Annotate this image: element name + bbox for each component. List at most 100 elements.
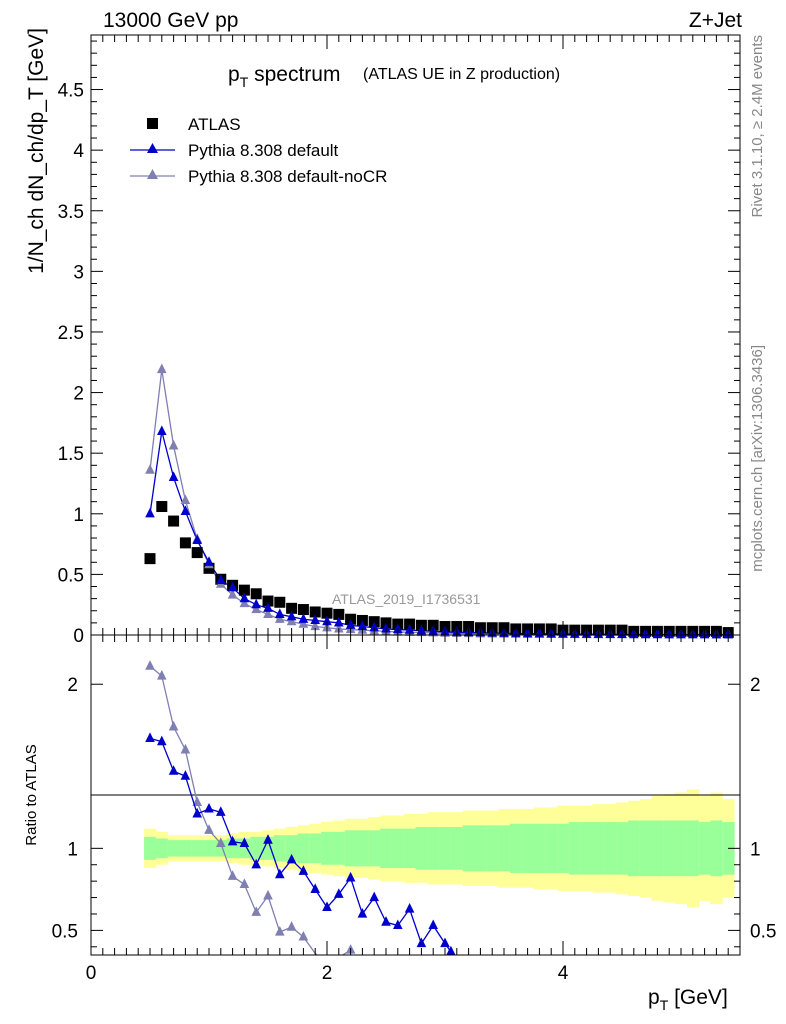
main-point-atlas <box>321 607 333 619</box>
main-point-default <box>227 581 238 592</box>
band-inner-bin <box>604 822 617 875</box>
ratio-point-default <box>446 945 456 955</box>
ratio-tick-labels: 0.5 0.5 1 1 2 2 0 2 4 <box>52 675 777 984</box>
ratio-point-default <box>192 807 202 818</box>
band-inner-bin <box>297 833 310 864</box>
band-inner-bin <box>344 830 357 867</box>
legend-marker-atlas <box>147 118 158 129</box>
ratio-point-nocr <box>145 660 155 670</box>
band-inner-bin <box>521 823 534 873</box>
band-inner-bin <box>179 840 192 857</box>
band-inner-bin <box>498 825 511 872</box>
main-point-default <box>310 614 320 625</box>
band-inner-bin <box>545 823 558 873</box>
main-point-default <box>381 622 391 633</box>
main-point-atlas <box>380 617 392 629</box>
analysis-tag: ATLAS_2019_I1736531 <box>332 591 481 607</box>
main-point-atlas <box>250 588 262 600</box>
main-point-atlas <box>368 616 380 628</box>
ratio-series-nocr <box>145 660 356 955</box>
xtick-label: 2 <box>322 963 333 984</box>
band-inner-bin <box>439 827 452 870</box>
band-inner-bin <box>427 827 440 870</box>
main-tick-labels: 0 0.5 1 1.5 2 2.5 3 3.5 4 4.5 <box>58 81 85 647</box>
main-panel: 0 0.5 1 1.5 2 2.5 3 3.5 4 4.5 pT spectrum (ATLAS … <box>25 28 741 647</box>
main-point-default <box>369 621 379 632</box>
ratio-point-default <box>286 853 297 864</box>
band-inner-bin <box>592 822 605 875</box>
main-point-default <box>322 615 332 626</box>
ratio-ytick-label-right: 1 <box>750 839 761 860</box>
ratio-point-default <box>345 871 356 882</box>
band-inner-bin <box>380 828 393 869</box>
main-point-nocr <box>168 439 179 450</box>
band-inner-bin <box>557 823 570 873</box>
main-point-default <box>157 425 167 435</box>
band-inner-bin <box>686 820 700 877</box>
legend-label-nocr: Pythia 8.308 default-noCR <box>188 167 387 186</box>
main-point-nocr <box>334 622 344 633</box>
ratio-point-nocr <box>239 878 250 889</box>
main-point-default <box>168 471 179 482</box>
band-inner-bin <box>509 823 523 873</box>
main-point-default <box>216 574 226 585</box>
band-inner-bin <box>450 827 464 870</box>
main-ytick-label: 4.5 <box>58 81 84 102</box>
main-point-atlas <box>203 562 215 574</box>
ratio-point-default <box>334 888 344 898</box>
band-inner-bin <box>356 830 369 867</box>
process-label: Z+Jet <box>689 9 742 32</box>
main-point-atlas <box>427 619 439 631</box>
ratio-point-default <box>251 858 261 869</box>
band-inner-bin <box>663 820 676 877</box>
ratio-point-default <box>157 735 167 746</box>
main-point-nocr <box>275 613 285 623</box>
main-point-atlas <box>168 515 180 527</box>
main-point-default <box>298 613 309 623</box>
ratio-point-default <box>404 903 415 913</box>
main-ytick-label: 2.5 <box>58 323 84 344</box>
ratio-series-default <box>145 732 456 955</box>
ratio-point-default <box>440 937 450 948</box>
main-ytick-label: 4 <box>73 141 84 162</box>
main-point-atlas <box>309 606 321 618</box>
main-ytick-label: 0.5 <box>58 565 84 586</box>
main-point-atlas <box>238 584 250 596</box>
ratio-point-default <box>145 732 155 742</box>
band-inner-bin <box>710 820 723 877</box>
main-point-default <box>263 602 273 612</box>
xtick-label: 0 <box>86 963 97 984</box>
main-point-default <box>239 592 250 603</box>
band-inner-bin <box>675 820 688 877</box>
title-rest: spectrum <box>248 63 340 86</box>
band-inner-bin <box>144 836 157 860</box>
xlabel-sub: T <box>660 997 669 1013</box>
main-ytick-label: 0 <box>73 626 84 647</box>
ratio-ytick-label: 2 <box>67 675 78 696</box>
band-inner-bin <box>533 823 546 873</box>
main-point-atlas <box>404 618 416 630</box>
main-point-atlas <box>333 608 345 620</box>
ratio-point-default <box>416 937 427 948</box>
legend-label-default: Pythia 8.308 default <box>188 141 339 160</box>
title-note: (ATLAS UE in Z production) <box>363 66 560 83</box>
ratio-ylabel: Ratio to ATLAS <box>23 744 40 845</box>
ratio-panel: 0.5 0.5 1 1 2 2 0 2 4 Ratio to ATLAS pT [GeV] <box>23 634 777 1013</box>
ratio-point-nocr <box>157 670 167 680</box>
ratio-point-default <box>322 901 332 912</box>
ratio-point-nocr <box>298 930 309 941</box>
ratio-point-default <box>180 770 191 780</box>
main-point-nocr <box>310 620 320 631</box>
main-ytick-label: 3.5 <box>58 202 84 223</box>
x-axis-label: pT [GeV] <box>648 986 728 1013</box>
band-inner-bin <box>391 828 405 869</box>
main-point-atlas <box>274 596 286 608</box>
ratio-point-nocr <box>204 824 214 834</box>
band-inner-bin <box>639 820 652 877</box>
title-main: p <box>228 63 240 86</box>
main-title: pT spectrum <box>228 63 340 90</box>
xlabel-main: p <box>648 986 660 1009</box>
main-point-nocr <box>298 618 309 628</box>
band-inner-bin <box>580 822 593 875</box>
